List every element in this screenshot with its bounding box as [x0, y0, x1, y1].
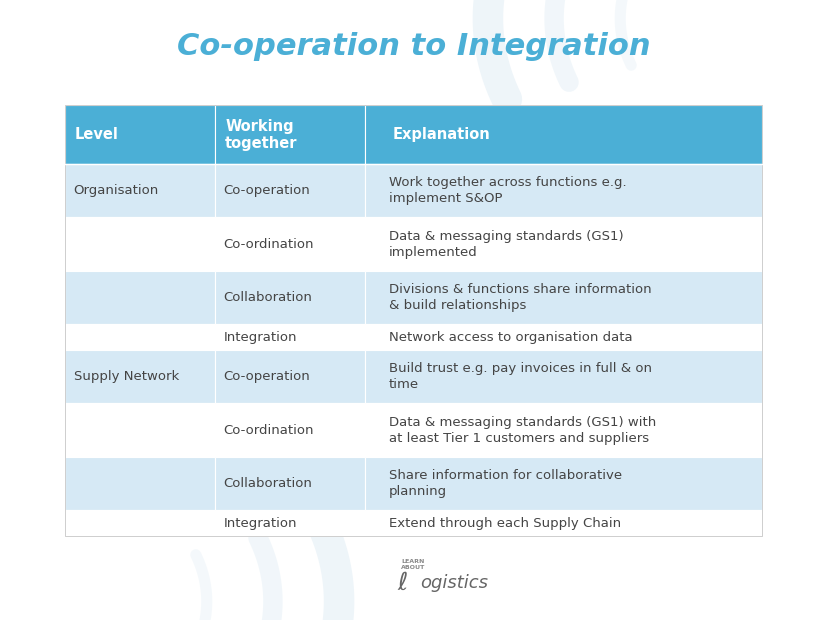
Bar: [65, 270, 214, 324]
Bar: [214, 324, 365, 350]
Bar: [214, 270, 365, 324]
Text: Collaboration: Collaboration: [223, 291, 313, 304]
Bar: [65, 324, 214, 350]
Bar: [65, 218, 214, 270]
Bar: [214, 510, 365, 536]
Bar: [214, 350, 365, 404]
Bar: [365, 218, 762, 270]
Bar: [65, 164, 214, 218]
Text: Integration: Integration: [223, 330, 297, 343]
Text: Explanation: Explanation: [393, 127, 490, 143]
Bar: [365, 164, 762, 218]
Text: Supply Network: Supply Network: [74, 370, 179, 383]
Text: Work together across functions e.g.
implement S&OP: Work together across functions e.g. impl…: [389, 176, 626, 205]
Text: Organisation: Organisation: [74, 184, 159, 197]
Text: Build trust e.g. pay invoices in full & on
time: Build trust e.g. pay invoices in full & …: [389, 362, 652, 391]
Bar: [365, 324, 762, 350]
Text: LEARN
ABOUT: LEARN ABOUT: [401, 559, 426, 570]
Bar: [65, 510, 214, 536]
Text: Co-ordination: Co-ordination: [223, 237, 314, 250]
Text: Divisions & functions share information
& build relationships: Divisions & functions share information …: [389, 283, 651, 312]
Text: Co-operation: Co-operation: [223, 184, 310, 197]
Bar: [214, 218, 365, 270]
Bar: [214, 456, 365, 510]
Text: Working
together: Working together: [225, 118, 298, 151]
Bar: [365, 510, 762, 536]
Bar: [65, 456, 214, 510]
Text: Co-operation: Co-operation: [223, 370, 310, 383]
Bar: [365, 456, 762, 510]
Bar: [65, 350, 214, 404]
Bar: [65, 105, 762, 536]
Text: Co-operation to Integration: Co-operation to Integration: [177, 32, 650, 61]
Text: ℓ: ℓ: [398, 571, 408, 595]
Bar: [365, 404, 762, 456]
Bar: [214, 404, 365, 456]
Text: ogistics: ogistics: [420, 574, 488, 592]
Text: Share information for collaborative
planning: Share information for collaborative plan…: [389, 469, 622, 498]
Text: Collaboration: Collaboration: [223, 477, 313, 490]
Text: Co-ordination: Co-ordination: [223, 423, 314, 436]
Bar: [365, 350, 762, 404]
Bar: [365, 105, 762, 164]
Text: Level: Level: [75, 127, 119, 143]
Bar: [214, 164, 365, 218]
Bar: [65, 404, 214, 456]
Text: Data & messaging standards (GS1)
implemented: Data & messaging standards (GS1) impleme…: [389, 229, 623, 259]
Text: Data & messaging standards (GS1) with
at least Tier 1 customers and suppliers: Data & messaging standards (GS1) with at…: [389, 415, 656, 445]
Text: Extend through each Supply Chain: Extend through each Supply Chain: [389, 516, 620, 529]
Bar: [365, 270, 762, 324]
Text: Network access to organisation data: Network access to organisation data: [389, 330, 632, 343]
Bar: [214, 105, 365, 164]
Bar: [65, 105, 214, 164]
Text: Integration: Integration: [223, 516, 297, 529]
